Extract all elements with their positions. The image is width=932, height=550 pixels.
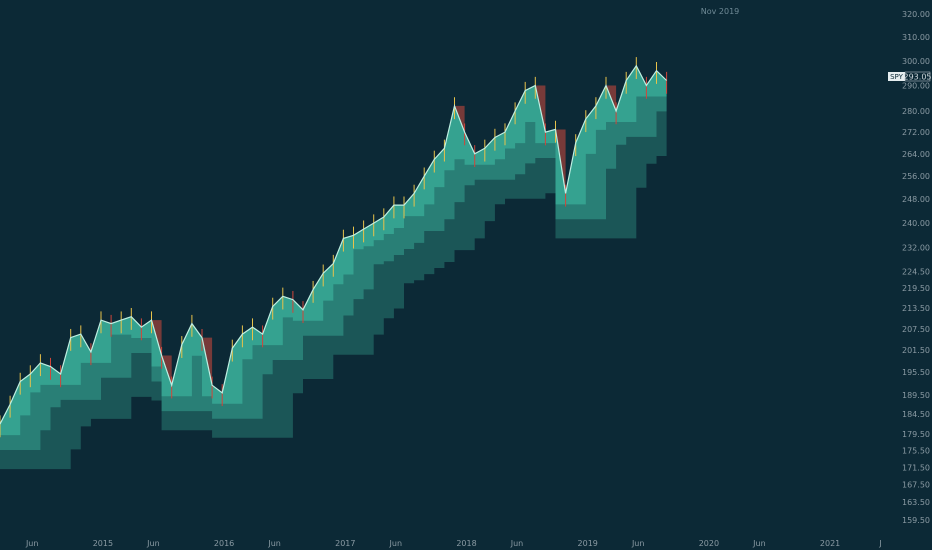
y-tick-label: 213.50 <box>902 304 930 313</box>
y-axis: 320.00 310.00 300.00 290.00 280.00 272.00 264.… <box>902 10 930 525</box>
y-tick-label: 248.00 <box>902 195 930 204</box>
y-tick-label: 171.50 <box>902 463 930 472</box>
y-tick-label: 163.50 <box>902 498 930 507</box>
x-tick-label: Jun <box>25 539 39 548</box>
x-tick-label: Jun <box>752 539 766 548</box>
y-tick-label: 207.50 <box>902 325 930 334</box>
x-tick-label: 2016 <box>214 539 234 548</box>
y-tick-label: 320.00 <box>902 10 930 19</box>
y-tick-label: 175.50 <box>902 447 930 456</box>
y-tick-label: 240.00 <box>902 219 930 228</box>
symbol-label: SPY <box>890 73 904 81</box>
y-tick-label: 201.50 <box>902 346 930 355</box>
chart-title: Nov 2019 <box>701 7 740 16</box>
x-tick-label: J <box>878 539 881 548</box>
symbol-badge-bg <box>888 72 905 81</box>
y-tick-label: 167.50 <box>902 480 930 489</box>
x-tick-label: Jun <box>389 539 403 548</box>
last-price-bg <box>904 71 931 82</box>
x-tick-label: Jun <box>631 539 645 548</box>
y-tick-label: 290.00 <box>902 82 930 91</box>
last-price-value: 293.05 <box>904 73 932 82</box>
x-tick-label: Jun <box>510 539 524 548</box>
y-tick-label: 300.00 <box>902 57 930 66</box>
x-tick-label: 2015 <box>93 539 113 548</box>
x-tick-label: Jun <box>146 539 160 548</box>
x-tick-label: 2021 <box>820 539 840 548</box>
x-axis: Jun 2015 Jun 2016 Jun 2017 Jun 2018 Jun 2019 Jun 20… <box>25 539 882 548</box>
y-tick-label: 280.00 <box>902 107 930 116</box>
y-tick-label: 219.50 <box>902 284 930 293</box>
y-tick-label: 256.00 <box>902 172 930 181</box>
y-tick-label: 310.00 <box>902 33 930 42</box>
x-tick-label: 2020 <box>699 539 719 548</box>
cloud-band <box>0 65 667 451</box>
y-tick-label: 159.50 <box>902 516 930 525</box>
last-price-badge: SPY 293.05 <box>888 71 932 82</box>
x-tick-label: 2019 <box>578 539 598 548</box>
y-tick-label: 224.50 <box>902 268 930 277</box>
y-tick-label: 272.00 <box>902 128 930 137</box>
x-tick-label: Jun <box>267 539 281 548</box>
x-tick-label: 2018 <box>456 539 476 548</box>
x-tick-label: 2017 <box>335 539 355 548</box>
y-tick-label: 184.50 <box>902 410 930 419</box>
y-tick-label: 189.50 <box>902 391 930 400</box>
price-line-layer <box>0 64 668 425</box>
price-line <box>0 64 668 425</box>
y-tick-label: 179.50 <box>902 430 930 439</box>
cloud-band <box>0 65 667 436</box>
y-tick-label: 232.00 <box>902 244 930 253</box>
y-tick-label: 264.00 <box>902 150 930 159</box>
y-tick-label: 195.50 <box>902 368 930 377</box>
